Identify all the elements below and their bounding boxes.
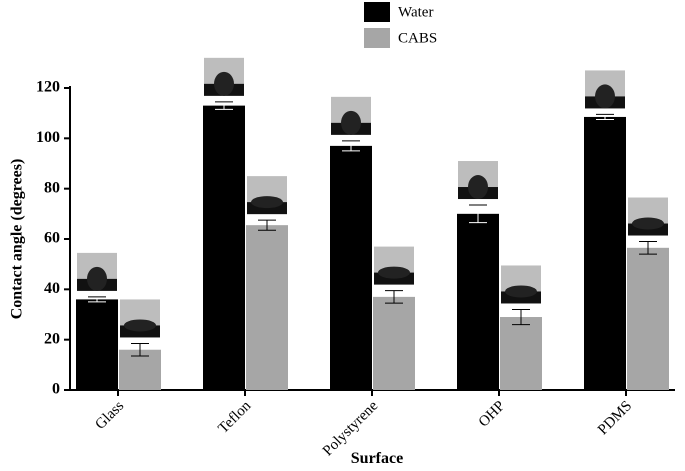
droplet <box>505 285 537 298</box>
legend-swatch <box>364 2 390 22</box>
droplet <box>378 266 410 279</box>
bar <box>500 317 542 390</box>
bar <box>246 225 288 390</box>
droplet <box>214 71 234 96</box>
y-tick-label: 20 <box>44 330 60 347</box>
error-bar <box>639 241 657 255</box>
bar <box>76 299 118 390</box>
legend-label: Water <box>398 4 433 20</box>
y-tick-label: 100 <box>36 129 60 146</box>
y-tick-label: 80 <box>44 179 60 196</box>
droplet <box>251 196 283 209</box>
droplet <box>595 84 615 109</box>
droplet <box>468 175 488 200</box>
error-bar <box>469 204 487 224</box>
error-bar <box>215 101 233 110</box>
bar <box>203 105 245 390</box>
legend-swatch <box>364 28 390 48</box>
droplet <box>632 217 664 230</box>
legend-label: CABS <box>398 30 437 46</box>
error-bar <box>342 140 360 152</box>
x-tick-label: OHP <box>476 398 509 431</box>
error-bar <box>258 219 276 231</box>
y-tick-label: 120 <box>36 79 60 96</box>
x-tick-label: Teflon <box>215 398 254 437</box>
droplet <box>124 319 156 332</box>
bar <box>457 213 499 390</box>
y-tick-label: 40 <box>44 280 60 297</box>
x-axis-title: Surface <box>351 450 403 467</box>
y-tick-label: 0 <box>52 381 60 398</box>
droplet <box>341 110 361 135</box>
bar <box>584 116 626 391</box>
error-bar <box>88 296 106 303</box>
bar <box>627 247 669 390</box>
droplet <box>87 266 107 291</box>
error-bar <box>131 342 149 357</box>
error-bar <box>596 113 614 120</box>
y-axis-title: Contact angle (degrees) <box>9 159 26 320</box>
error-bar <box>512 308 530 326</box>
error-bar <box>385 290 403 304</box>
x-tick-label: Glass <box>92 398 127 433</box>
bar <box>373 296 415 390</box>
y-tick-label: 60 <box>44 230 60 247</box>
x-tick-label: PDMS <box>595 398 635 438</box>
bar <box>330 145 372 390</box>
